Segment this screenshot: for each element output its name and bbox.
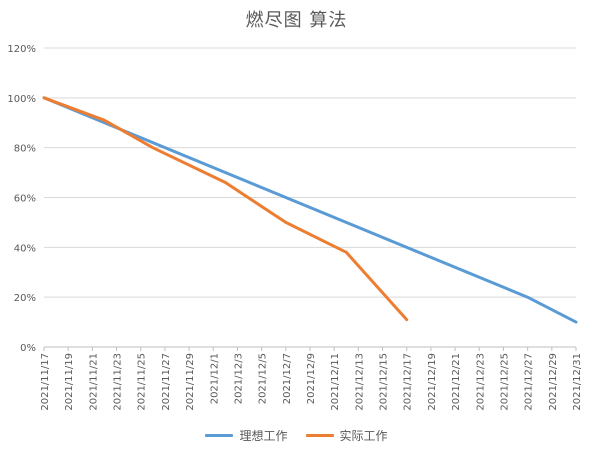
y-tick-label: 20% [14,293,36,304]
x-tick-label: 2021/12/3 [233,353,244,404]
x-tick-label: 2021/12/7 [282,353,293,404]
chart-title: 燃尽图 算法 [245,10,348,31]
x-tick-label: 2021/11/29 [185,353,196,411]
legend-swatch-actual [305,434,334,437]
x-tick-label: 2021/12/29 [548,353,559,411]
x-tick-label: 2021/12/31 [572,353,583,411]
x-tick-label: 2021/12/17 [403,353,414,411]
x-tick-label: 2021/12/11 [330,353,341,411]
x-tick-label: 2021/11/17 [40,353,51,411]
x-tick-label: 2021/11/21 [88,353,99,411]
x-tick-label: 2021/12/25 [499,353,510,411]
x-axis-ticks: 2021/11/17 2021/11/19 2021/11/21 2021/11/23… [40,347,583,411]
y-tick-label: 120% [7,44,36,55]
x-tick-label: 2021/12/1 [209,353,220,404]
y-tick-label: 100% [7,94,36,105]
legend-swatch-ideal [205,434,234,437]
x-tick-label: 2021/12/27 [524,353,535,411]
x-tick-label: 2021/12/9 [306,353,317,404]
x-tick-label: 2021/12/15 [379,353,390,411]
x-tick-label: 2021/12/5 [258,353,269,404]
legend: 理想工作 实际工作 [0,427,593,444]
y-axis-ticks: 0% 20% 40% 60% 80% 100% 120% [7,44,36,354]
grid-layer [44,47,576,348]
x-tick-label: 2021/12/19 [427,353,438,411]
legend-label-actual: 实际工作 [339,429,388,443]
legend-item-actual: 实际工作 [305,427,388,444]
x-tick-label: 2021/11/23 [113,353,124,411]
x-tick-label: 2021/12/21 [451,353,462,411]
x-tick-label: 2021/11/19 [64,353,75,411]
x-tick-label: 2021/11/27 [161,353,172,411]
y-tick-label: 0% [20,343,36,354]
series-layer [42,96,578,324]
series-line-ideal [42,96,578,324]
y-tick-label: 80% [14,144,36,155]
x-tick-label: 2021/12/13 [354,353,365,411]
y-tick-label: 60% [14,194,36,205]
x-tick-label: 2021/12/23 [475,353,486,411]
series-line-actual [42,96,409,322]
legend-label-ideal: 理想工作 [239,429,288,443]
y-tick-label: 40% [14,243,36,254]
legend-item-ideal: 理想工作 [205,427,288,444]
x-tick-label: 2021/11/25 [137,353,148,411]
